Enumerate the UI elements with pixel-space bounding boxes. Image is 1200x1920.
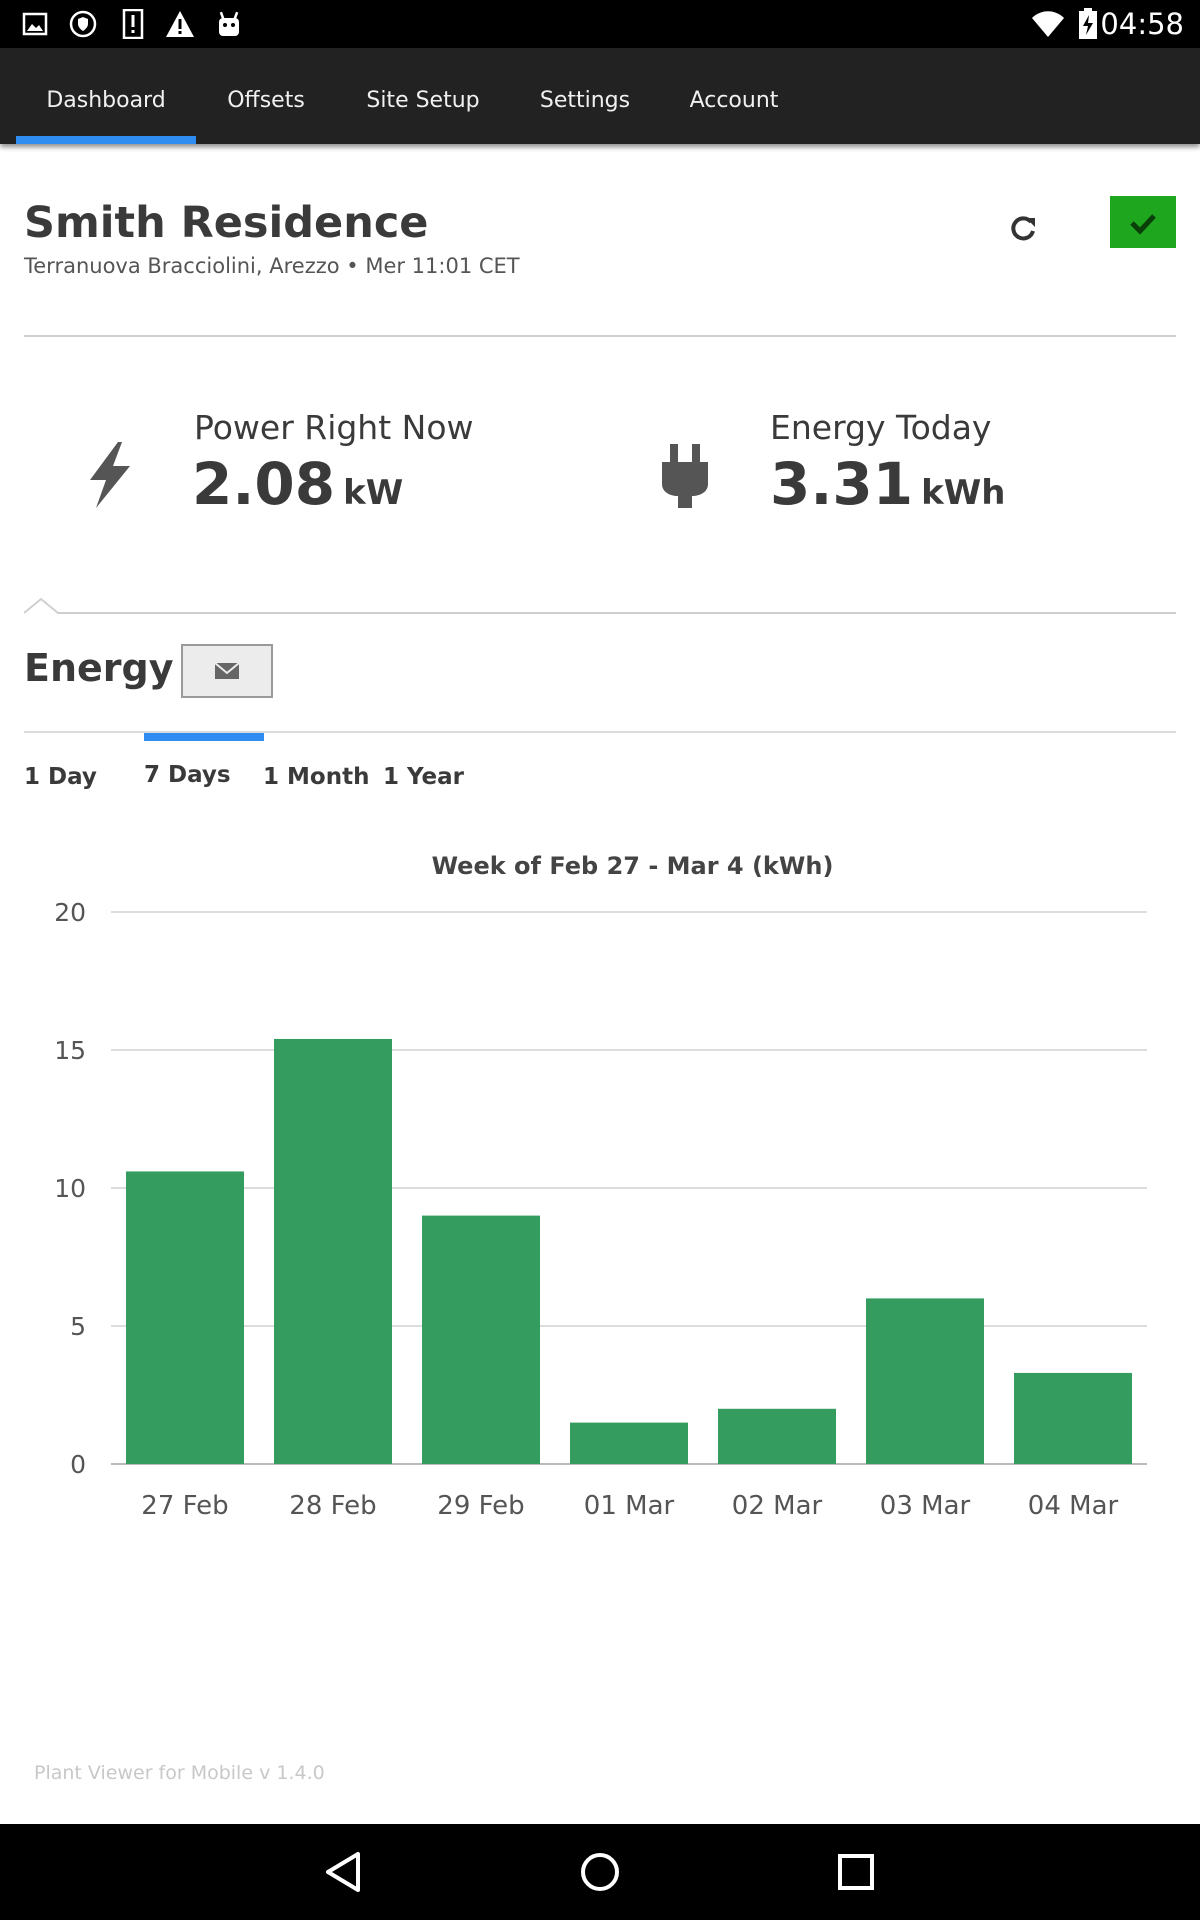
bar: [274, 1038, 392, 1464]
recents-button[interactable]: [830, 1846, 882, 1898]
warning-icon: [164, 9, 196, 39]
tab-account[interactable]: Account: [689, 88, 779, 113]
android-icon: [214, 9, 244, 39]
energy-today-value: 3.31: [770, 450, 914, 518]
gallery-icon: [20, 9, 50, 39]
power-value-group: 2.08 kW: [192, 450, 403, 518]
range-tab-7-days[interactable]: 7 Days: [144, 762, 231, 788]
system-navigation-bar: [0, 1824, 1200, 1920]
shield-icon: [68, 9, 98, 39]
refresh-button[interactable]: [1004, 210, 1042, 248]
energy-bar-chart: 0 5 10 15 20 27 Feb 28 Feb 29 Feb 01 Mar 02 Mar 03…: [54, 898, 1147, 1521]
divider: [24, 731, 1176, 733]
status-time: 04:58: [1100, 7, 1184, 41]
bar: [718, 1408, 836, 1464]
x-tick-label: 29 Feb: [437, 1491, 524, 1521]
power-label: Power Right Now: [194, 408, 474, 447]
y-tick-label: 20: [54, 898, 86, 927]
tab-offsets[interactable]: Offsets: [227, 88, 305, 113]
range-tab-1-year[interactable]: 1 Year: [383, 764, 465, 790]
page-title: Smith Residence: [24, 198, 429, 248]
energy-section-title: Energy: [24, 646, 174, 690]
bar: [422, 1215, 540, 1464]
x-tick-label: 02 Mar: [732, 1491, 823, 1521]
refresh-icon: [1011, 216, 1035, 241]
y-tick-label: 10: [54, 1174, 86, 1203]
home-circle-icon: [581, 1853, 619, 1891]
power-value: 2.08: [192, 450, 336, 518]
email-report-button[interactable]: [181, 644, 273, 698]
recents-square-icon: [838, 1854, 874, 1890]
power-unit: kW: [343, 473, 404, 513]
top-navigation: Dashboard Offsets Site Setup Settings Ac…: [0, 48, 1200, 144]
bar: [866, 1298, 984, 1464]
x-tick-label: 27 Feb: [141, 1491, 228, 1521]
bar: [126, 1171, 244, 1464]
x-tick-label: 28 Feb: [289, 1491, 376, 1521]
bar: [1014, 1372, 1132, 1464]
alert-box-icon: [118, 9, 148, 39]
back-button[interactable]: [318, 1846, 370, 1898]
y-tick-label: 5: [70, 1312, 86, 1341]
check-icon: [1130, 214, 1156, 235]
battery-charging-icon: [1076, 8, 1100, 39]
range-tab-indicator: [144, 733, 264, 741]
status-ok-button[interactable]: [1110, 196, 1176, 248]
tab-site-setup[interactable]: Site Setup: [366, 88, 480, 113]
lightning-icon: [82, 440, 136, 514]
energy-today-unit: kWh: [921, 473, 1006, 513]
plug-icon: [660, 440, 710, 514]
y-tick-label: 15: [54, 1036, 86, 1065]
home-button[interactable]: [574, 1846, 626, 1898]
y-tick-label: 0: [70, 1450, 86, 1479]
wifi-icon: [1030, 9, 1066, 39]
energy-today-value-group: 3.31 kWh: [770, 450, 1005, 518]
bar: [570, 1422, 688, 1464]
status-bar: 04:58: [0, 0, 1200, 48]
app-version: Plant Viewer for Mobile v 1.4.0: [34, 1762, 325, 1784]
tab-dashboard[interactable]: Dashboard: [16, 48, 196, 144]
chart-title: Week of Feb 27 - Mar 4 (kWh): [431, 852, 834, 880]
x-tick-label: 03 Mar: [880, 1491, 971, 1521]
range-tab-1-day[interactable]: 1 Day: [24, 764, 97, 790]
envelope-icon: [214, 662, 240, 679]
tab-settings[interactable]: Settings: [539, 88, 631, 113]
x-tick-label: 01 Mar: [584, 1491, 675, 1521]
range-tab-1-month[interactable]: 1 Month: [263, 764, 370, 790]
divider: [24, 335, 1176, 337]
section-divider-notch: [24, 597, 1176, 614]
energy-today-label: Energy Today: [770, 408, 992, 447]
x-tick-label: 04 Mar: [1028, 1491, 1119, 1521]
site-location-time: Terranuova Bracciolini, Arezzo • Mer 11:…: [24, 254, 520, 278]
back-triangle-icon: [326, 1852, 360, 1892]
